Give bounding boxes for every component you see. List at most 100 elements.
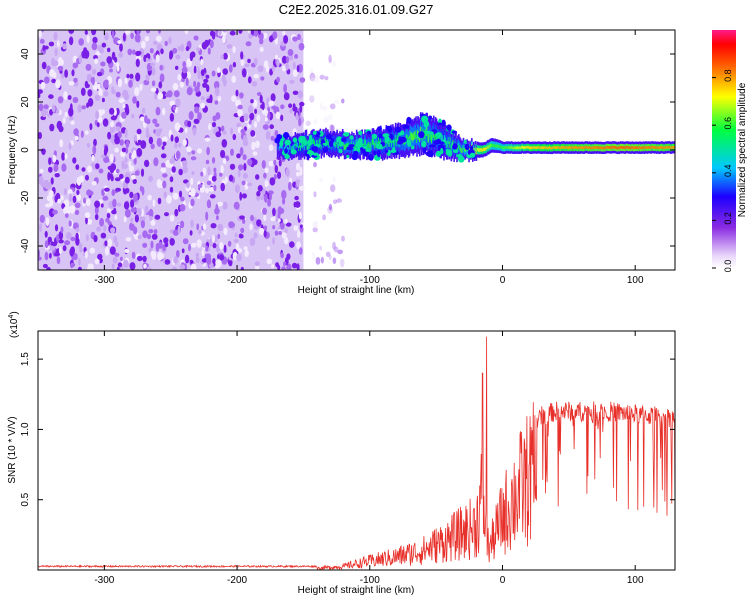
signal-blob: [359, 138, 363, 144]
noise-speckle: [91, 181, 97, 186]
noise-speckle: [157, 92, 164, 100]
svg-text:(x104): (x104): [8, 311, 20, 338]
x-tick-label: -300: [94, 275, 114, 286]
noise-speckle: [182, 61, 187, 68]
noise-speckle: [319, 177, 324, 182]
noise-speckle: [240, 58, 245, 66]
noise-speckle: [274, 130, 279, 136]
noise-speckle: [271, 65, 275, 72]
noise-speckle: [49, 199, 54, 207]
signal-core: [651, 145, 653, 149]
noise-speckle: [148, 208, 154, 218]
noise-speckle: [98, 87, 102, 96]
y-tick-label: -20: [20, 190, 31, 205]
noise-speckle: [95, 110, 100, 120]
noise-speckle: [240, 227, 245, 234]
signal-core: [288, 147, 290, 153]
noise-speckle: [124, 209, 131, 218]
noise-speckle: [309, 95, 315, 103]
noise-speckle: [295, 171, 301, 177]
signal-core: [486, 145, 489, 149]
noise-speckle: [288, 54, 294, 61]
signal-blob: [401, 130, 405, 136]
noise-speckle: [126, 73, 130, 79]
noise-speckle: [257, 30, 261, 35]
signal-blob: [346, 154, 350, 159]
signal-core: [458, 142, 460, 149]
signal-blob: [410, 145, 415, 150]
signal-core: [645, 145, 648, 149]
signal-blob: [463, 139, 467, 144]
noise-speckle: [86, 142, 91, 148]
noise-speckle: [260, 76, 265, 81]
noise-speckle: [291, 262, 298, 269]
noise-speckle: [75, 232, 79, 241]
noise-speckle: [176, 250, 180, 258]
noise-speckle: [103, 90, 109, 97]
noise-speckle: [125, 237, 132, 242]
noise-speckle: [91, 68, 97, 75]
signal-core: [295, 143, 298, 149]
noise-speckle: [133, 157, 137, 165]
noise-speckle: [211, 175, 217, 182]
noise-speckle: [47, 236, 52, 243]
noise-speckle: [175, 54, 181, 60]
noise-speckle: [130, 199, 135, 208]
noise-speckle: [190, 198, 195, 207]
noise-speckle: [209, 237, 213, 247]
noise-speckle: [114, 177, 121, 182]
noise-speckle: [148, 175, 154, 182]
signal-core: [388, 139, 390, 147]
signal-core: [512, 146, 515, 150]
noise-speckle: [164, 259, 171, 265]
noise-speckle: [184, 254, 190, 264]
noise-speckle: [222, 68, 228, 75]
noise-speckle: [75, 227, 80, 232]
signal-core: [524, 146, 527, 149]
noise-speckle: [67, 95, 72, 100]
noise-speckle: [235, 89, 239, 97]
noise-speckle: [292, 69, 298, 77]
x-tick-label: -100: [360, 275, 380, 286]
noise-speckle: [274, 54, 278, 60]
noise-speckle: [137, 50, 142, 56]
noise-speckle: [172, 229, 179, 236]
noise-speckle: [209, 39, 214, 49]
signal-core: [488, 144, 491, 149]
noise-speckle: [172, 105, 176, 111]
signal-core: [668, 145, 671, 149]
noise-speckle: [123, 259, 129, 268]
noise-speckle: [220, 54, 224, 60]
noise-speckle: [127, 48, 133, 56]
noise-speckle: [132, 150, 137, 159]
signal-core: [389, 140, 391, 147]
noise-speckle: [76, 176, 82, 186]
noise-speckle: [249, 223, 253, 231]
signal-core: [518, 146, 521, 150]
noise-speckle: [117, 131, 122, 139]
signal-core: [626, 145, 628, 149]
noise-speckle: [295, 162, 301, 171]
signal-core: [346, 142, 349, 148]
noise-speckle: [119, 173, 124, 180]
noise-speckles: [38, 30, 345, 270]
noise-speckle: [339, 258, 345, 268]
noise-speckle: [129, 262, 136, 270]
signal-core: [609, 146, 612, 149]
noise-speckle: [236, 153, 241, 159]
snr-series-line: [38, 336, 675, 570]
noise-speckle: [96, 122, 100, 128]
noise-speckle: [258, 227, 265, 236]
signal-core: [353, 144, 356, 151]
signal-core: [431, 134, 433, 144]
signal-core: [347, 142, 350, 149]
noise-speckle: [49, 69, 55, 77]
signal-core: [664, 146, 666, 150]
signal-blob: [428, 115, 433, 120]
noise-speckle: [211, 70, 216, 77]
signal-core: [528, 146, 531, 149]
noise-speckle: [213, 167, 217, 173]
signal-core: [616, 146, 619, 150]
noise-speckle: [296, 241, 301, 250]
noise-speckle: [98, 47, 105, 54]
